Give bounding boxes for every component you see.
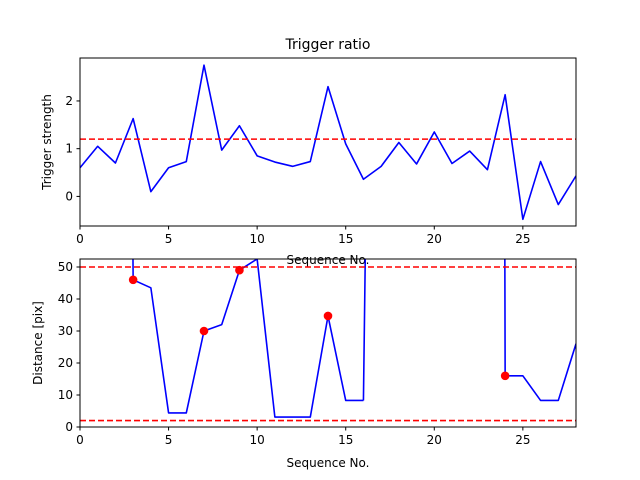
bottom-y-tick-label: 20 [58, 356, 73, 370]
bottom-subplot: 0 5 10 15 20 25 0 10 20 30 40 50 Sequence No. Dista… [31, 258, 577, 470]
bottom-marker-4 [500, 371, 510, 381]
top-plot-area [80, 64, 576, 221]
bottom-marker-0 [128, 275, 138, 285]
bottom-x-tick-label: 0 [76, 433, 84, 447]
bottom-x-axis-label: Sequence No. [287, 456, 370, 470]
bottom-plot-area [80, 259, 576, 422]
bottom-axes-frame [79, 258, 577, 428]
bottom-y-tick-label: 10 [58, 388, 73, 402]
top-y-tick-label: 0 [65, 189, 73, 203]
bottom-marker-1 [199, 326, 209, 336]
bottom-x-tick-label: 25 [515, 433, 530, 447]
bottom-marker-3 [323, 311, 333, 321]
top-y-axis-label: Trigger strength [40, 94, 54, 191]
top-x-tick-label: 0 [76, 232, 84, 246]
top-chart-title: Trigger ratio [284, 37, 370, 53]
top-x-tick-label: 10 [250, 232, 265, 246]
bottom-x-tick-label: 15 [338, 433, 353, 447]
top-x-tick-label: 20 [427, 232, 442, 246]
top-x-tick-label: 15 [338, 232, 353, 246]
top-y-tick-label: 2 [65, 94, 73, 108]
top-subplot: Trigger ratio 0 5 10 15 20 25 0 1 2 Sequence No.… [40, 37, 577, 267]
top-axes-frame [79, 57, 577, 227]
bottom-marker-2 [235, 265, 244, 275]
top-y-tick-label: 1 [65, 142, 73, 156]
top-x-tick-label: 25 [515, 232, 530, 246]
top-x-axis-label: Sequence No. [287, 253, 370, 267]
bottom-y-tick-label: 40 [58, 292, 73, 306]
bottom-x-tick-label: 10 [250, 433, 265, 447]
bottom-x-tick-label: 5 [165, 433, 173, 447]
top-series-line-0 [80, 64, 576, 221]
bottom-series-line-0 [132, 259, 576, 418]
bottom-y-tick-label: 0 [65, 420, 73, 434]
bottom-y-tick-label: 50 [58, 260, 73, 274]
bottom-x-tick-label: 20 [427, 433, 442, 447]
top-x-tick-label: 5 [165, 232, 173, 246]
bottom-y-axis-label: Distance [pix] [31, 301, 45, 385]
bottom-y-tick-label: 30 [58, 324, 73, 338]
